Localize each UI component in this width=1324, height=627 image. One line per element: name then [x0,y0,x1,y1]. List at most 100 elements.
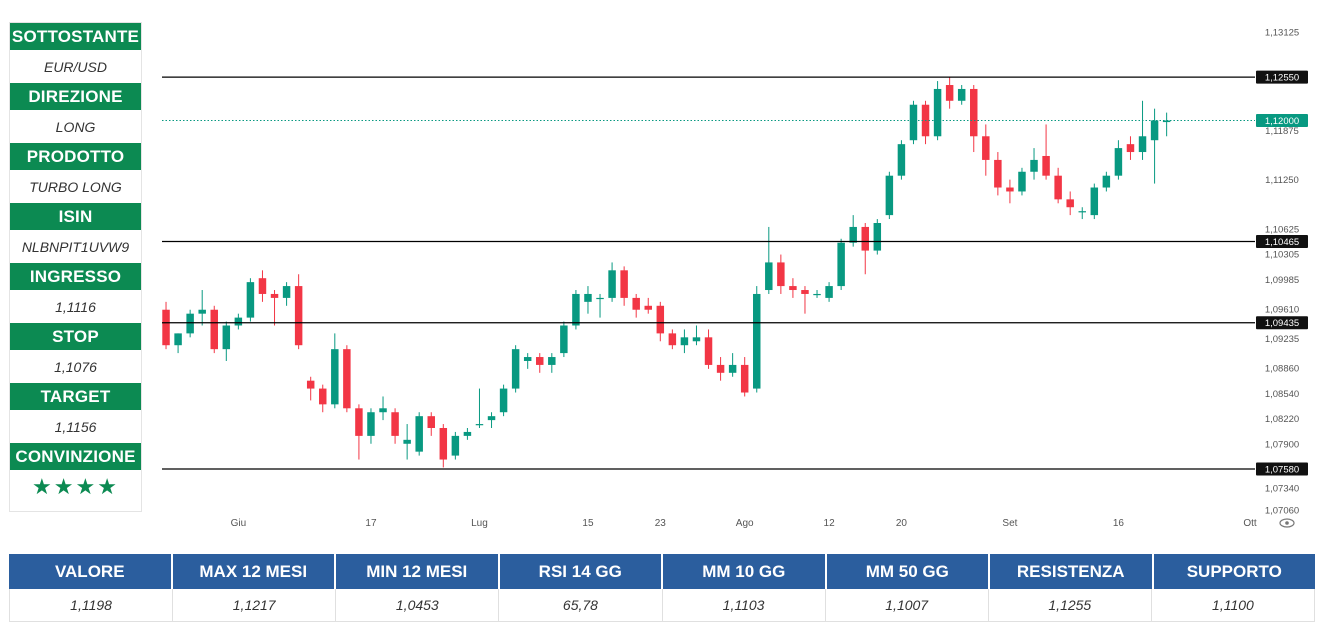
candle-body [837,242,845,287]
candle [825,282,833,302]
candle [198,290,206,326]
candle [439,424,448,468]
candle [1054,167,1062,204]
candle [319,384,327,413]
info-label-target: TARGET [10,383,141,410]
candle [355,404,363,460]
level-tag [1256,462,1308,476]
candle [644,297,652,314]
candle [994,152,1002,196]
y-tick-label: 1,08860 [1265,364,1299,375]
candle-body [234,317,243,326]
candle-body [656,305,665,334]
candle [379,396,387,421]
candle-body [403,439,411,444]
candle [668,329,677,350]
x-tick-label: 15 [582,518,594,529]
candle-body [970,88,978,137]
info-label-direzione: DIREZIONE [10,83,141,110]
info-value-target: 1,1156 [54,418,97,435]
stats-value-rsi-14-gg: 65,78 [499,589,663,621]
stats-value-mm-10-gg: 1,1103 [663,589,826,621]
candle [704,329,713,369]
info-label-stop: STOP [10,323,141,350]
y-tick-label: 1,09985 [1265,275,1299,286]
y-tick-label: 1,10305 [1265,250,1299,261]
level-tag-label: 1,07580 [1265,465,1299,476]
candle-body [801,290,809,294]
y-tick-label: 1,09235 [1265,334,1299,345]
y-tick-label: 1,09610 [1265,304,1299,315]
candle-body [789,286,797,291]
info-value-ingresso: 1,1116 [55,298,96,315]
y-axis: 1,13125 1,11875 1,11250 1,10625 1,10305 1,099… [1265,27,1299,516]
candle [1030,148,1038,180]
chart-area[interactable]: 1,12550 1,10465 1,09435 1,07580 1,12000 1,13… [150,10,1324,535]
candle [861,223,869,275]
stats-value-mm-50-gg: 1,1007 [826,589,989,621]
candle [680,329,689,354]
candle-body [753,293,761,389]
candle [873,219,882,255]
candle-body [463,431,472,436]
candle-body [367,412,375,436]
candlestick-chart[interactable]: 1,12550 1,10465 1,09435 1,07580 1,12000 1,13… [150,10,1324,535]
candle-body [740,364,749,393]
candle-body [1030,159,1038,172]
candle-body [439,428,448,460]
candle [391,408,399,444]
x-tick-label: Lug [471,518,488,529]
candle [813,290,821,298]
candle-body [548,357,556,365]
info-value-isin: NLBNPIT1UVW9 [21,238,130,255]
candle-body [222,325,231,350]
stats-value-min-12-mesi: 1,0453 [336,589,500,621]
candle-body [885,175,894,216]
candle-body [994,159,1002,188]
x-tick-label: Ago [736,518,754,529]
info-label-prodotto: PRODOTTO [10,143,141,170]
stats-header-max-12-mesi: MAX 12 MESI [172,554,336,589]
candle [186,309,194,338]
candle-body [608,270,616,298]
candle-body [1102,175,1111,188]
stats-value-row: 1,1198 1,1217 1,0453 65,78 1,1103 1,1007… [9,589,1315,622]
x-tick-label: 12 [824,518,836,529]
y-tick-label: 1,08220 [1265,414,1299,425]
info-value-prodotto: TURBO LONG [29,178,122,195]
candle [801,286,809,314]
candle-body [765,262,773,291]
x-tick-label: 17 [365,518,377,529]
candle-body [933,88,942,137]
candle [560,321,568,358]
candle [1162,112,1171,137]
candle-body [596,297,604,300]
candle [415,412,423,456]
level-tag [1256,316,1308,330]
level-tag-label: 1,09435 [1265,318,1299,329]
candle [1042,124,1050,180]
stats-value-supporto: 1,1100 [1212,597,1254,613]
candle [692,325,701,346]
candle [331,333,339,409]
candle-body [620,270,628,298]
candle-body [704,337,713,365]
x-tick-label: Ott [1243,518,1257,529]
candle [1066,191,1074,216]
candle-body [162,309,170,346]
candle-body [294,286,303,346]
stats-header-mm-50-gg: MM 50 GG [826,554,990,589]
candle [716,357,725,381]
candle-body [692,337,701,342]
candle-body [572,293,580,326]
eye-icon[interactable] [1279,518,1295,528]
candle-body [198,309,206,314]
candle [1102,171,1111,192]
candle-body [680,337,689,346]
candle [1078,207,1086,220]
candle [499,384,508,417]
candle-body [584,293,592,302]
candle-body [355,408,363,436]
y-tick-label: 1,07900 [1265,439,1299,450]
candle [753,286,761,393]
